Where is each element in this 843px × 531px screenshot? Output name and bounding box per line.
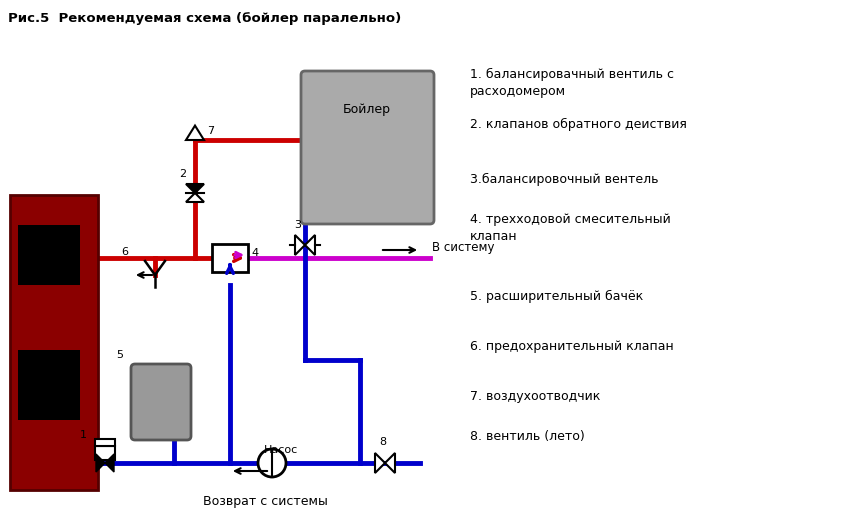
FancyBboxPatch shape — [301, 71, 434, 224]
Text: 6. предохранительный клапан: 6. предохранительный клапан — [470, 340, 674, 353]
Bar — [18, 350, 80, 420]
Text: В систему: В систему — [432, 242, 495, 254]
FancyBboxPatch shape — [131, 364, 191, 440]
Text: 4. трехходовой смесительный
клапан: 4. трехходовой смесительный клапан — [470, 213, 671, 243]
Bar — [95, 439, 115, 446]
Text: 5: 5 — [116, 350, 124, 360]
Text: 5. расширительный бачёк: 5. расширительный бачёк — [470, 290, 643, 303]
Polygon shape — [375, 453, 385, 473]
Polygon shape — [105, 454, 114, 472]
Text: 8: 8 — [379, 437, 387, 447]
Text: 7. воздухоотводчик: 7. воздухоотводчик — [470, 390, 600, 403]
Bar — [18, 225, 80, 285]
Polygon shape — [385, 453, 395, 473]
Text: 2. клапанов обратного деиствия: 2. клапанов обратного деиствия — [470, 118, 687, 131]
Text: 8. вентиль (лето): 8. вентиль (лето) — [470, 430, 585, 443]
Text: Бойлер: Бойлер — [343, 103, 391, 116]
Text: Возврат с системы: Возврат с системы — [202, 495, 327, 508]
Bar — [212, 244, 248, 272]
Polygon shape — [186, 126, 204, 140]
Text: Рис.5  Рекомендуемая схема (бойлер паралельно): Рис.5 Рекомендуемая схема (бойлер парале… — [8, 12, 401, 25]
Polygon shape — [96, 454, 105, 472]
Text: 6: 6 — [121, 247, 128, 257]
Text: Насос: Насос — [264, 445, 298, 455]
Text: 7: 7 — [207, 126, 214, 136]
Polygon shape — [305, 235, 315, 255]
Polygon shape — [295, 235, 305, 255]
Text: 1: 1 — [79, 430, 87, 440]
Text: 3: 3 — [294, 220, 301, 230]
Text: 3.балансировочный вентель: 3.балансировочный вентель — [470, 173, 658, 186]
Polygon shape — [186, 193, 204, 202]
Text: 4: 4 — [251, 248, 258, 258]
Polygon shape — [186, 184, 204, 193]
Bar — [10, 195, 98, 490]
Circle shape — [258, 449, 286, 477]
Bar — [95, 446, 115, 460]
Text: 2: 2 — [180, 169, 186, 179]
Text: 1. балансировачный вентиль с
расходомером: 1. балансировачный вентиль с расходомеро… — [470, 68, 674, 98]
